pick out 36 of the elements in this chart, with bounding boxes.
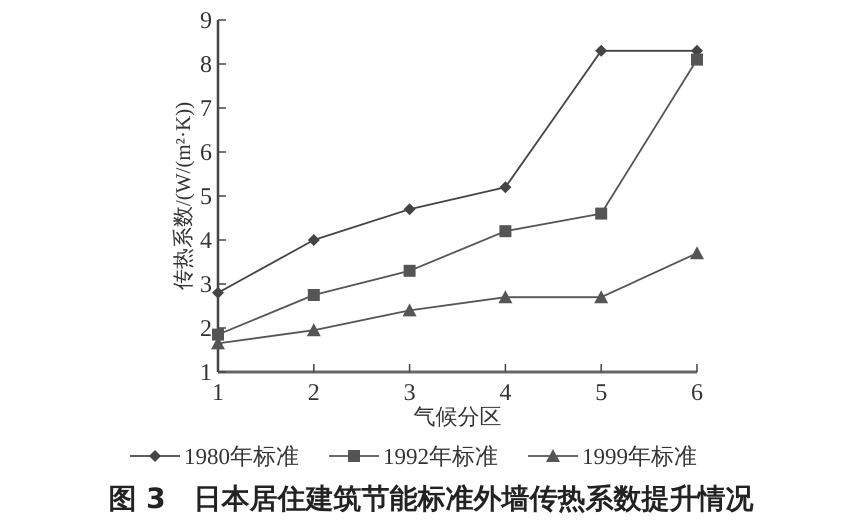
point — [308, 234, 320, 246]
point — [308, 289, 320, 301]
y-axis-title: 传热系数/(W/(m²·K)) — [171, 102, 195, 290]
y-tick-label: 3 — [200, 272, 212, 298]
x-tick-label: 3 — [404, 380, 416, 406]
x-tick-label: 4 — [499, 380, 512, 406]
point — [595, 208, 608, 220]
point — [499, 225, 512, 238]
y-tick-label: 1 — [200, 360, 212, 386]
point — [306, 323, 321, 336]
y-tick-label: 8 — [200, 52, 212, 78]
point — [404, 264, 416, 277]
x-tick-label: 2 — [308, 380, 320, 406]
y-tick-label: 5 — [200, 184, 212, 210]
legend-label: 1992年标准 — [383, 444, 498, 469]
point — [404, 203, 416, 216]
legend-label: 1999年标准 — [582, 444, 697, 469]
y-tick-label: 2 — [200, 316, 212, 342]
point — [594, 290, 608, 304]
legend-label: 1980年标准 — [184, 444, 299, 469]
y-tick-label: 4 — [200, 228, 212, 254]
point — [212, 286, 224, 299]
x-axis-title: 气候分区 — [414, 404, 502, 429]
y-tick-label: 7 — [200, 96, 212, 122]
x-tick-label: 6 — [691, 380, 703, 406]
y-tick-label: 9 — [200, 8, 212, 34]
text: 图 3 日本居住建筑节能标准外墙传热系数提升情况 — [108, 482, 755, 515]
point — [690, 246, 704, 260]
point — [499, 181, 512, 194]
point — [402, 303, 417, 316]
y-tick-label: 6 — [200, 140, 212, 166]
point — [595, 44, 608, 57]
point — [212, 328, 224, 341]
x-tick-label: 5 — [595, 380, 608, 406]
point — [691, 54, 703, 66]
point — [498, 290, 512, 304]
